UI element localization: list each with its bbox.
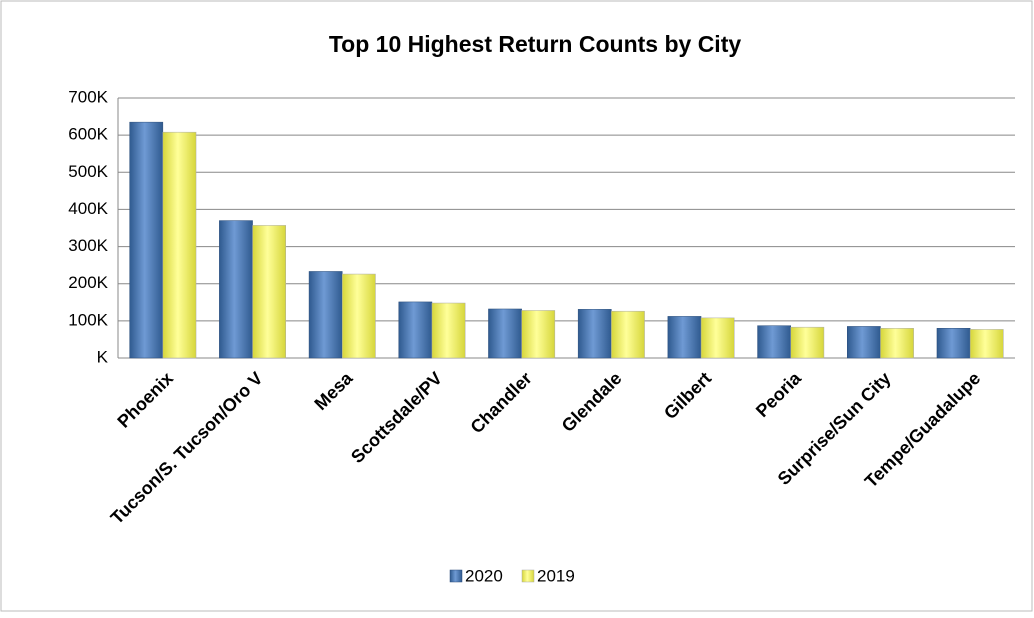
bar [521,310,556,359]
bar [667,316,702,359]
y-tick-label: 300K [68,236,108,255]
bar [252,225,286,359]
legend-swatch [521,569,535,583]
bar [969,329,1004,359]
y-tick-label: 700K [68,87,108,106]
legend-swatch [449,569,463,583]
chart-title: Top 10 Highest Return Counts by City [329,31,742,57]
y-tick-label: 100K [68,310,108,329]
bar [219,220,253,359]
bar [488,308,522,359]
legend-label: 2020 [465,566,503,585]
y-tick-label: 400K [68,199,108,218]
legend-label: 2019 [537,566,575,585]
bar [790,326,825,359]
bar [431,302,466,359]
y-tick-label: 500K [68,162,108,181]
y-tick-label: 200K [68,273,108,292]
bar [611,310,645,359]
bar [398,301,433,359]
bar [847,326,881,359]
bar [757,325,791,359]
y-tick-label: 600K [68,125,108,144]
bar [129,121,164,359]
bar [308,271,343,359]
bar [577,309,612,359]
bar [936,328,971,359]
y-tick-label: K [97,347,109,366]
bar [342,273,376,359]
bar [162,131,197,359]
bar [880,328,914,359]
bar [700,317,735,359]
